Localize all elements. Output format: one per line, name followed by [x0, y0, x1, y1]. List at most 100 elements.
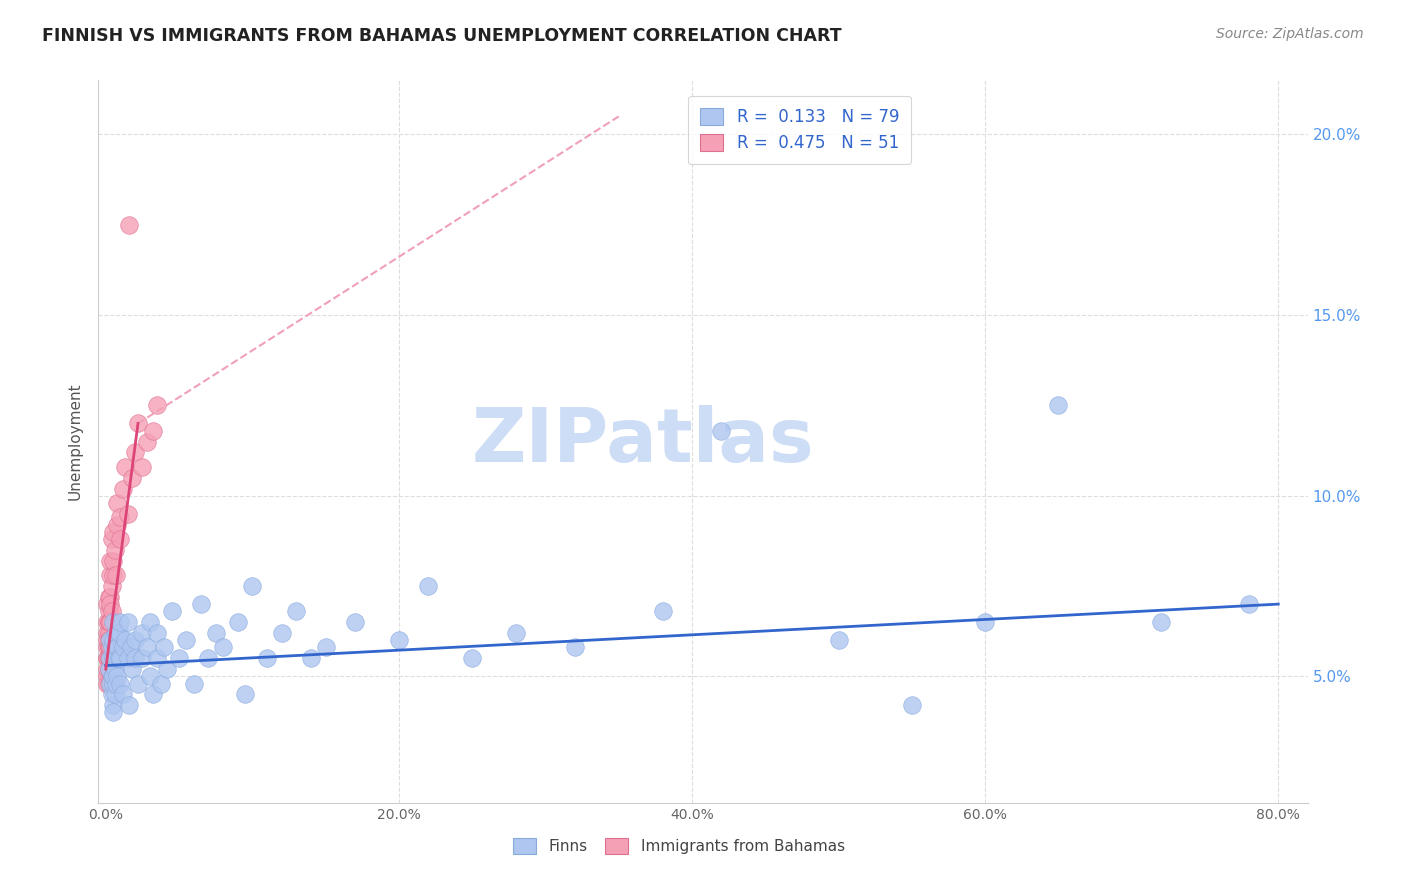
Point: [97, 651, 120, 665]
Point: [710, 424, 733, 438]
Point: [974, 615, 997, 630]
Point: [124, 445, 146, 459]
Point: [97, 615, 120, 630]
Point: [100, 640, 122, 655]
Point: [827, 633, 849, 648]
Point: [101, 706, 124, 720]
Point: [101, 669, 124, 683]
Point: [107, 496, 129, 510]
Point: [343, 615, 366, 630]
Point: [98, 633, 121, 648]
Point: [97, 633, 120, 648]
Point: [114, 633, 136, 648]
Point: [197, 651, 219, 665]
Point: [96, 640, 118, 655]
Point: [127, 676, 149, 690]
Point: [101, 651, 124, 665]
Point: [233, 687, 256, 701]
Point: [97, 676, 120, 690]
Point: [114, 459, 136, 474]
Point: [135, 434, 157, 449]
Point: [105, 626, 128, 640]
Point: [226, 615, 249, 630]
Point: [299, 651, 322, 665]
Point: [96, 662, 118, 676]
Point: [156, 662, 179, 676]
Text: Source: ZipAtlas.com: Source: ZipAtlas.com: [1216, 27, 1364, 41]
Point: [98, 568, 121, 582]
Point: [127, 417, 149, 431]
Point: [110, 676, 132, 690]
Point: [97, 651, 120, 665]
Point: [285, 604, 308, 618]
Point: [96, 615, 118, 630]
Point: [110, 615, 132, 630]
Point: [651, 604, 673, 618]
Legend: Finns, Immigrants from Bahamas: Finns, Immigrants from Bahamas: [506, 832, 851, 860]
Point: [101, 554, 124, 568]
Point: [98, 590, 121, 604]
Point: [138, 669, 160, 683]
Point: [112, 687, 135, 701]
Point: [118, 218, 141, 232]
Y-axis label: Unemployment: Unemployment: [67, 383, 83, 500]
Point: [901, 698, 924, 713]
Point: [150, 676, 173, 690]
Point: [505, 626, 527, 640]
Point: [270, 626, 292, 640]
Point: [1150, 615, 1173, 630]
Point: [96, 597, 118, 611]
Point: [124, 633, 146, 648]
Point: [97, 590, 120, 604]
Point: [96, 651, 118, 665]
Point: [98, 615, 121, 630]
Point: [97, 640, 120, 655]
Point: [256, 651, 278, 665]
Point: [142, 424, 165, 438]
Point: [100, 579, 122, 593]
Point: [96, 633, 118, 648]
Point: [101, 568, 124, 582]
Point: [183, 676, 205, 690]
Point: [101, 698, 124, 713]
Point: [101, 633, 124, 648]
Point: [190, 597, 212, 611]
Point: [167, 651, 190, 665]
Point: [117, 651, 139, 665]
Point: [103, 687, 125, 701]
Point: [121, 662, 143, 676]
Point: [96, 669, 118, 683]
Point: [105, 568, 128, 582]
Point: [98, 597, 121, 611]
Point: [142, 687, 165, 701]
Point: [101, 524, 124, 539]
Point: [97, 640, 120, 655]
Point: [1047, 398, 1070, 412]
Point: [103, 662, 125, 676]
Point: [138, 615, 160, 630]
Point: [110, 532, 132, 546]
Point: [107, 669, 129, 683]
Point: [388, 633, 411, 648]
Point: [103, 640, 125, 655]
Point: [121, 471, 143, 485]
Point: [103, 542, 125, 557]
Point: [124, 651, 146, 665]
Point: [110, 651, 132, 665]
Point: [461, 651, 484, 665]
Point: [98, 640, 121, 655]
Point: [153, 640, 176, 655]
Point: [97, 662, 120, 676]
Point: [105, 651, 128, 665]
Point: [96, 676, 118, 690]
Point: [98, 651, 121, 665]
Point: [146, 626, 169, 640]
Point: [117, 615, 139, 630]
Point: [118, 698, 141, 713]
Point: [160, 604, 183, 618]
Point: [107, 517, 129, 532]
Point: [131, 651, 153, 665]
Point: [176, 633, 198, 648]
Point: [107, 640, 129, 655]
Point: [315, 640, 337, 655]
